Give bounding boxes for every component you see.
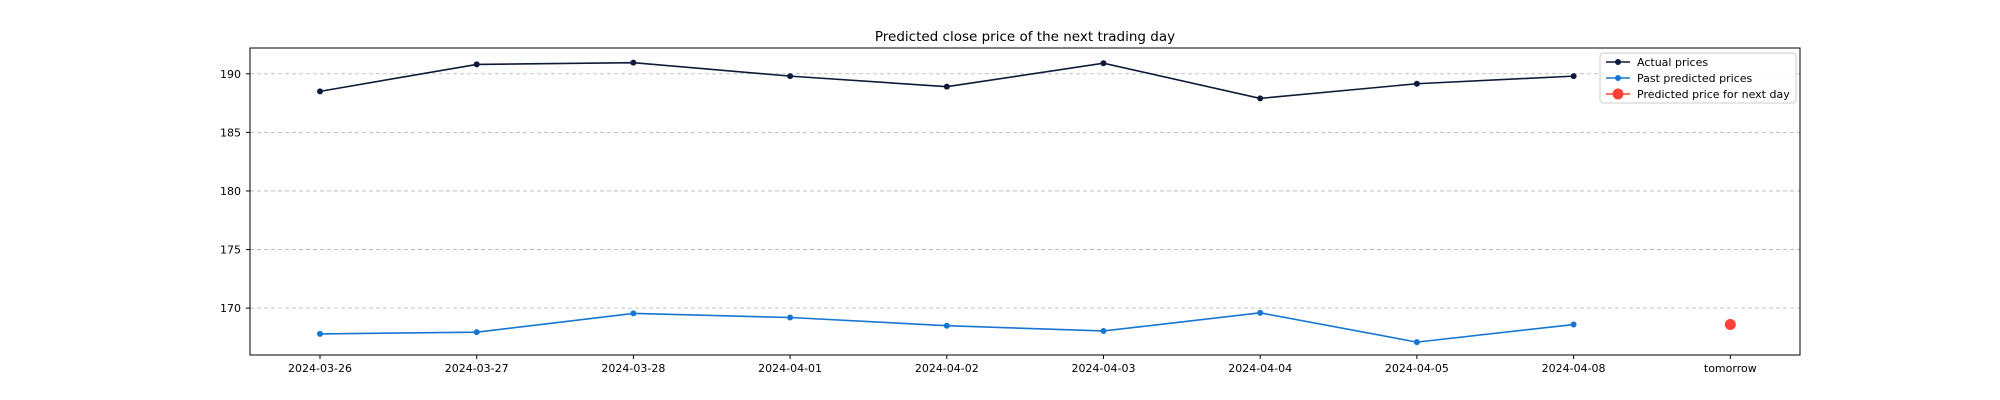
series-0 <box>317 59 1577 102</box>
series-2 <box>1724 319 1736 331</box>
data-point <box>1257 309 1264 316</box>
y-tick-label: 170 <box>220 302 241 315</box>
data-point <box>630 310 637 317</box>
data-point <box>317 330 323 337</box>
legend-item: Actual prices <box>1606 56 1708 69</box>
x-tick-label: 2024-04-04 <box>1228 362 1292 375</box>
data-point <box>1570 73 1577 80</box>
data-point <box>473 61 480 68</box>
y-tick-label: 180 <box>220 185 241 198</box>
legend-label: Actual prices <box>1637 56 1708 69</box>
x-tick-label: 2024-03-26 <box>288 362 352 375</box>
legend-box <box>1599 52 1797 104</box>
legend-label: Predicted price for next day <box>1637 88 1790 101</box>
x-tick-label: 2024-04-08 <box>1542 362 1606 375</box>
axes: 170 175 180 185 190 2024-03-26 2024-03-27 2024-… <box>220 68 1757 375</box>
grid-lines <box>250 73 1800 309</box>
legend-label: Past predicted prices <box>1637 72 1752 85</box>
legend-marker <box>1615 59 1621 65</box>
x-tick-label: 2024-04-01 <box>758 362 822 375</box>
data-point <box>787 314 794 321</box>
x-tick-label: 2024-04-02 <box>915 362 979 375</box>
x-tick-label: 2024-03-28 <box>601 362 665 375</box>
plot-frame <box>249 47 1801 356</box>
y-tick-label: 175 <box>220 244 241 257</box>
data-point <box>1100 327 1107 334</box>
data-point <box>317 88 323 95</box>
data-point <box>1100 60 1107 67</box>
legend-marker <box>1612 88 1624 100</box>
series-1 <box>317 309 1577 346</box>
data-point <box>1413 80 1420 87</box>
legend-marker <box>1615 75 1621 81</box>
data-point <box>473 329 480 336</box>
chart-title: Predicted close price of the next tradin… <box>875 29 1175 45</box>
legend-item: Past predicted prices <box>1606 72 1752 85</box>
y-tick-label: 190 <box>220 68 241 81</box>
data-point <box>630 59 637 66</box>
y-tick-label: 185 <box>220 126 241 139</box>
data-point <box>1413 339 1420 346</box>
x-tick-label: 2024-04-05 <box>1385 362 1449 375</box>
data-point <box>1257 95 1264 102</box>
legend: Actual prices Past predicted prices Predic… <box>1599 52 1797 104</box>
x-tick-label: tomorrow <box>1704 362 1757 375</box>
series-layer <box>317 59 1736 346</box>
data-point <box>1724 319 1736 331</box>
legend-item: Predicted price for next day <box>1606 88 1790 101</box>
data-point <box>787 73 794 80</box>
data-point <box>943 83 950 90</box>
x-tick-label: 2024-04-03 <box>1072 362 1136 375</box>
data-point <box>943 322 950 329</box>
series-line <box>319 61 1574 100</box>
x-tick-label: 2024-03-27 <box>445 362 509 375</box>
data-point <box>1570 321 1577 328</box>
